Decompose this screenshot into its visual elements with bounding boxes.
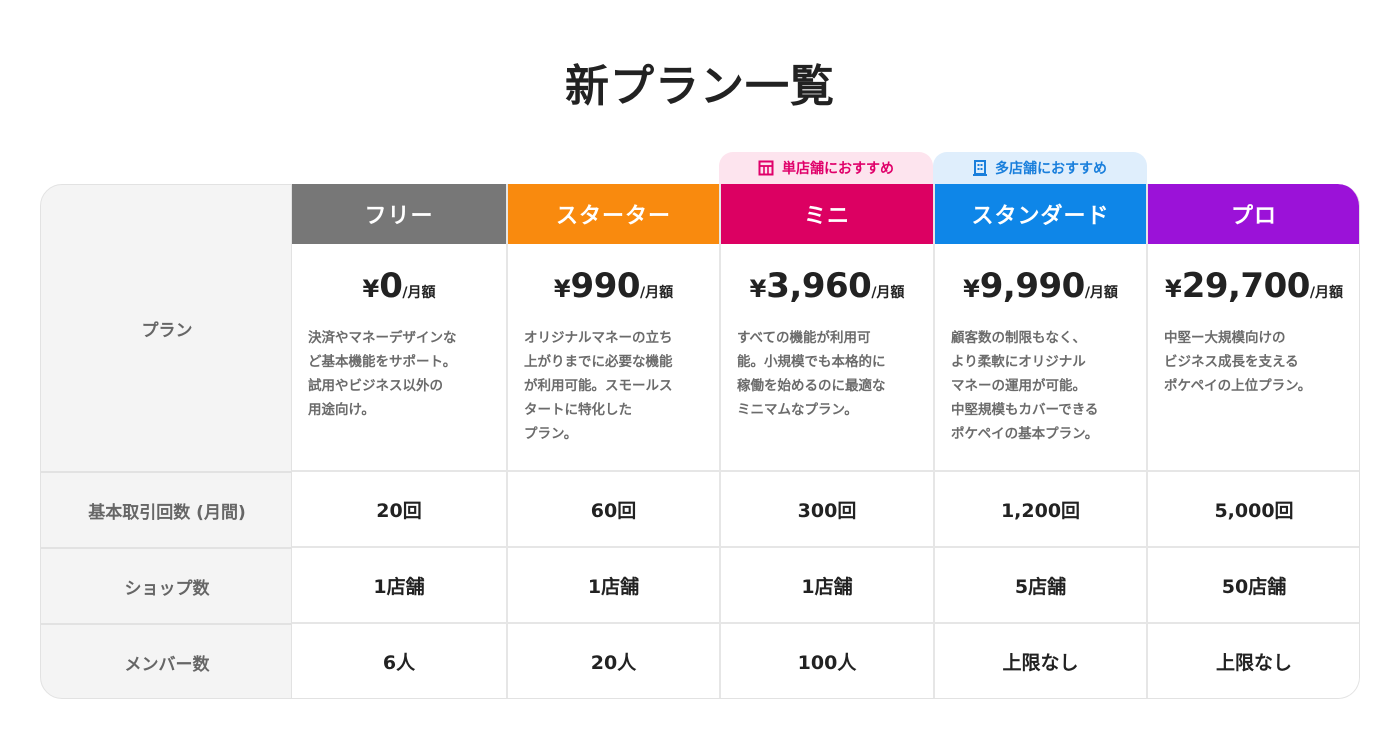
plan-comparison-table: プラン 基本取引回数 (月間) ショップ数 メンバー数 フリー ¥0/月額 決済… xyxy=(40,184,1360,699)
price-amount: 29,700 xyxy=(1181,266,1311,306)
price-unit: /月額 xyxy=(1084,285,1118,301)
price-amount: 3,960 xyxy=(766,266,872,306)
plan-description: 決済やマネーデザインな ど基本機能をサポート。 試用やビジネス以外の 用途向け。 xyxy=(308,330,457,418)
plan-column-starter: スターター ¥990/月額 オリジナルマネーの立ち 上がりまでに必要な機能 が利… xyxy=(506,184,719,698)
plan-header-starter: スターター xyxy=(508,184,719,244)
plan-columns: フリー ¥0/月額 決済やマネーデザインな ど基本機能をサポート。 試用やビジネ… xyxy=(292,184,1360,699)
members-value: 20人 xyxy=(590,652,637,674)
plan-description: すべての機能が利用可 能。小規模でも本格的に 稼働を始めるのに最適な ミニマムな… xyxy=(737,330,886,418)
plan-header-free: フリー xyxy=(292,184,506,244)
row-label-column: プラン 基本取引回数 (月間) ショップ数 メンバー数 xyxy=(40,184,292,699)
transactions-value: 1,200回 xyxy=(935,472,1146,548)
plan-header-mini: ミニ xyxy=(721,184,933,244)
plan-header-pro: プロ xyxy=(1148,184,1359,244)
badge-label: 多店舗におすすめ xyxy=(995,161,1107,177)
single-store-recommend-badge: 単店舗におすすめ xyxy=(719,152,933,184)
plan-description: 顧客数の制限もなく、 より柔軟にオリジナル マネーの運用が可能。 中堅規模もカバ… xyxy=(951,330,1099,442)
plan-column-pro: プロ ¥29,700/月額 中堅ー大規模向けの ビジネス成長を支える ポケペイの… xyxy=(1146,184,1359,698)
plan-header-standard: スタンダード xyxy=(935,184,1146,244)
members-value: 100人 xyxy=(797,652,857,674)
plan-summary: ¥9,990/月額 顧客数の制限もなく、 より柔軟にオリジナル マネーの運用が可… xyxy=(935,244,1146,472)
plan-price: ¥990/月額 xyxy=(524,266,703,306)
shops-value: 1店舗 xyxy=(721,548,933,624)
shops-value: 5店舗 xyxy=(935,548,1146,624)
row-label-transactions: 基本取引回数 (月間) xyxy=(41,473,291,549)
multi-store-recommend-badge: 多店舗におすすめ xyxy=(933,152,1147,184)
plan-column-free: フリー ¥0/月額 決済やマネーデザインな ど基本機能をサポート。 試用やビジネ… xyxy=(292,184,506,698)
shops-value: 1店舗 xyxy=(292,548,506,624)
plan-price: ¥9,990/月額 xyxy=(951,266,1130,306)
members-value: 上限なし xyxy=(1002,652,1079,674)
price-amount: 0 xyxy=(379,266,403,306)
plan-description: 中堅ー大規模向けの ビジネス成長を支える ポケペイの上位プラン。 xyxy=(1164,330,1312,394)
price-unit: /月額 xyxy=(1309,285,1344,301)
plan-column-standard: スタンダード ¥9,990/月額 顧客数の制限もなく、 より柔軟にオリジナル マ… xyxy=(933,184,1146,698)
badge-label: 単店舗におすすめ xyxy=(782,161,894,177)
plan-summary: ¥3,960/月額 すべての機能が利用可 能。小規模でも本格的に 稼働を始めるの… xyxy=(721,244,933,472)
row-label-plan: プラン xyxy=(41,185,291,473)
plan-summary: ¥990/月額 オリジナルマネーの立ち 上がりまでに必要な機能 が利用可能。スモ… xyxy=(508,244,719,472)
currency-symbol: ¥ xyxy=(963,275,980,303)
currency-symbol: ¥ xyxy=(749,275,767,303)
transactions-value: 5,000回 xyxy=(1148,472,1359,548)
row-label-shops: ショップ数 xyxy=(41,549,291,625)
row-label-members: メンバー数 xyxy=(124,655,210,675)
plan-price: ¥3,960/月額 xyxy=(737,266,917,306)
price-unit: /月額 xyxy=(871,285,905,301)
plan-price: ¥0/月額 xyxy=(308,266,490,306)
currency-symbol: ¥ xyxy=(553,275,571,303)
transactions-value: 300回 xyxy=(721,472,933,548)
plan-summary: ¥29,700/月額 中堅ー大規模向けの ビジネス成長を支える ポケペイの上位プ… xyxy=(1148,244,1359,472)
price-amount: 9,990 xyxy=(979,266,1086,306)
currency-symbol: ¥ xyxy=(1164,275,1182,303)
shops-value: 1店舗 xyxy=(508,548,719,624)
currency-symbol: ¥ xyxy=(362,275,380,303)
members-value: 6人 xyxy=(382,652,416,674)
page-title: 新プラン一覧 xyxy=(565,61,835,112)
shops-value: 50店舗 xyxy=(1148,548,1359,624)
plan-summary: ¥0/月額 決済やマネーデザインな ど基本機能をサポート。 試用やビジネス以外の… xyxy=(292,244,506,472)
transactions-value: 20回 xyxy=(292,472,506,548)
plan-price: ¥29,700/月額 xyxy=(1164,266,1344,306)
building-icon xyxy=(973,160,987,176)
price-unit: /月額 xyxy=(402,285,436,301)
plan-column-mini: ミニ ¥3,960/月額 すべての機能が利用可 能。小規模でも本格的に 稼働を始… xyxy=(719,184,933,698)
price-amount: 990 xyxy=(570,266,641,306)
transactions-value: 60回 xyxy=(508,472,719,548)
price-unit: /月額 xyxy=(640,285,674,301)
plan-description: オリジナルマネーの立ち 上がりまでに必要な機能 が利用可能。スモールス タートに… xyxy=(524,330,673,442)
members-value: 上限なし xyxy=(1215,652,1292,674)
store-icon xyxy=(758,160,774,176)
